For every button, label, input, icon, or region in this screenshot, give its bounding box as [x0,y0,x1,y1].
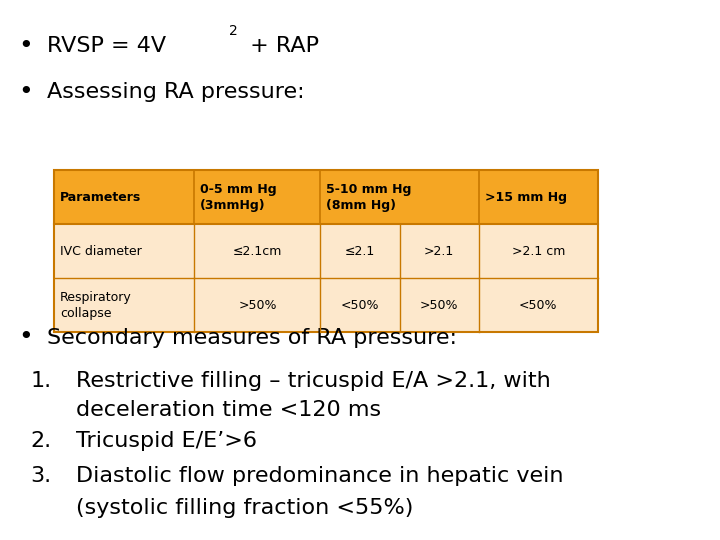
Text: (systolic filling fraction <55%): (systolic filling fraction <55%) [76,497,413,518]
Text: ≤2.1: ≤2.1 [345,245,375,258]
Text: >2.1: >2.1 [424,245,454,258]
Text: + RAP: + RAP [243,36,320,56]
Text: •: • [18,34,32,58]
Text: 2: 2 [229,24,238,38]
Bar [54,278,598,332]
Text: •: • [18,326,32,349]
Text: >50%: >50% [238,299,276,312]
Text: 2.: 2. [30,431,51,451]
Text: Restrictive filling – tricuspid E/A >2.1, with: Restrictive filling – tricuspid E/A >2.1… [76,370,550,391]
Text: Diastolic flow predominance in hepatic vein: Diastolic flow predominance in hepatic v… [76,466,563,487]
Text: deceleration time <120 ms: deceleration time <120 ms [76,400,381,421]
Bar [54,170,598,332]
Text: >15 mm Hg: >15 mm Hg [485,191,567,204]
Text: 3.: 3. [30,466,51,487]
Bar [54,224,598,278]
Text: <50%: <50% [519,299,557,312]
Text: >2.1 cm: >2.1 cm [511,245,565,258]
Text: 5-10 mm Hg
(8mm Hg): 5-10 mm Hg (8mm Hg) [326,183,412,212]
Text: IVC diameter: IVC diameter [60,245,142,258]
Text: <50%: <50% [341,299,379,312]
Text: Parameters: Parameters [60,191,141,204]
Text: RVSP = 4V: RVSP = 4V [47,36,166,56]
Text: •: • [18,80,32,104]
Text: >50%: >50% [420,299,459,312]
Text: Secondary measures of RA pressure:: Secondary measures of RA pressure: [47,327,456,348]
Bar [54,170,598,224]
Text: Assessing RA pressure:: Assessing RA pressure: [47,82,305,102]
Text: 1.: 1. [30,370,51,391]
Text: 0-5 mm Hg
(3mmHg): 0-5 mm Hg (3mmHg) [200,183,276,212]
Text: ≤2.1cm: ≤2.1cm [233,245,282,258]
Text: Respiratory
collapse: Respiratory collapse [60,291,132,320]
Text: Tricuspid E/E’>6: Tricuspid E/E’>6 [76,431,256,451]
